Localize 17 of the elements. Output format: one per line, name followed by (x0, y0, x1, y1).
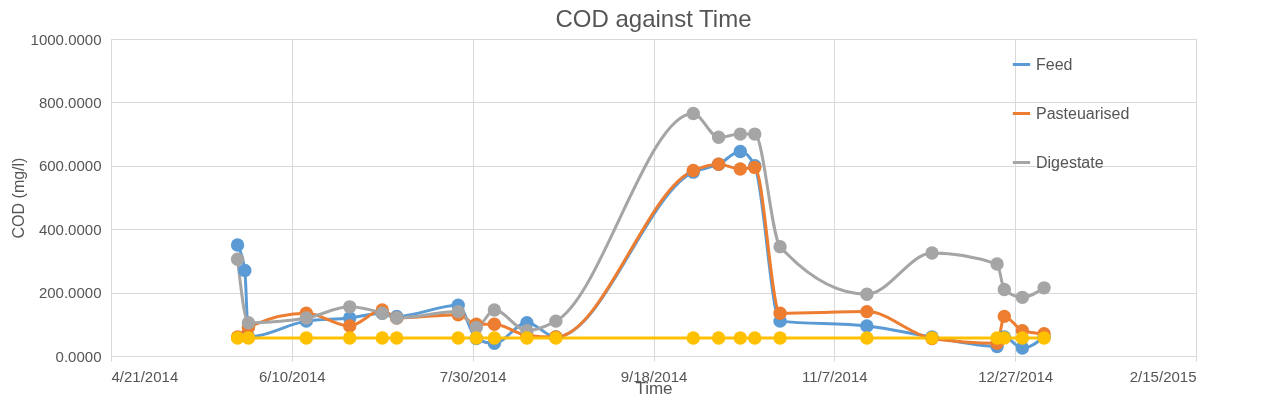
legend-label: Pasteuarised (1036, 104, 1130, 122)
y-tick-label: 0.0000 (55, 347, 102, 365)
legend-label: Feed (1036, 55, 1073, 73)
x-tick-label: 12/27/2014 (978, 367, 1054, 385)
y-tick-label: 800.0000 (38, 93, 102, 111)
x-tick-label: 11/7/2014 (802, 367, 868, 385)
x-tick-label: 4/21/2014 (111, 367, 179, 385)
legend-label: Digestate (1036, 153, 1104, 171)
y-axis-title: COD (mg/l) (9, 157, 27, 239)
chart-title: COD against Time (555, 5, 752, 32)
x-tick-label: 6/10/2014 (258, 367, 326, 385)
y-tick-label: 600.0000 (38, 157, 102, 175)
y-tick-label: 1000.0000 (30, 30, 102, 48)
x-tick-label: 7/30/2014 (439, 367, 507, 385)
x-tick-label: 2/15/2015 (1129, 367, 1197, 385)
y-tick-label: 200.0000 (38, 284, 102, 302)
y-tick-label: 400.0000 (38, 220, 102, 238)
